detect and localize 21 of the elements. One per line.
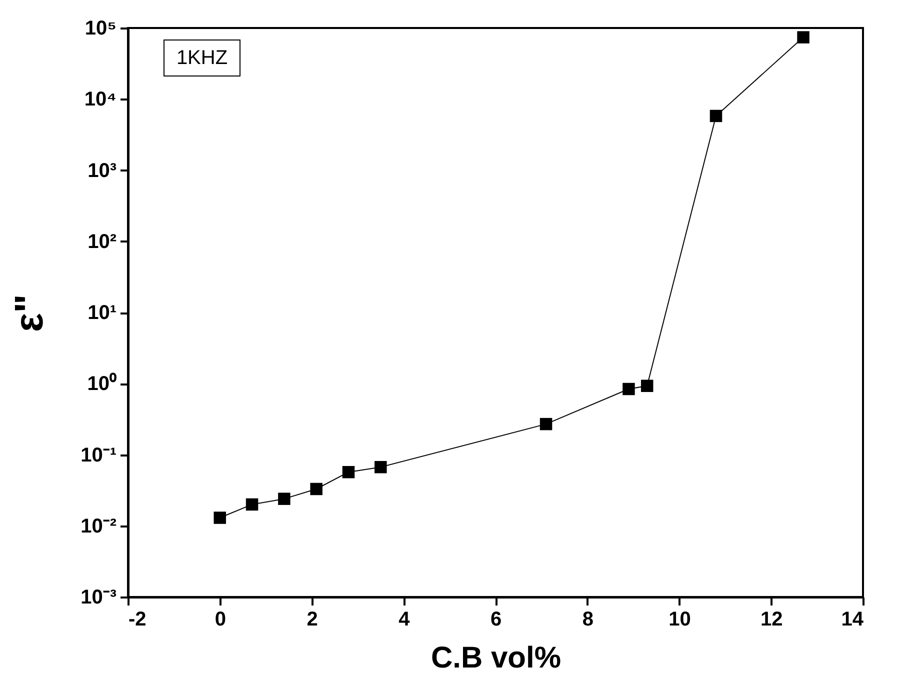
y-axis-title: ε": [8, 294, 52, 332]
x-tick-label: 6: [490, 608, 502, 630]
y-tick-label: 10³: [88, 160, 117, 182]
x-tick-label: -2: [128, 608, 146, 630]
x-tick-label: 12: [760, 608, 783, 630]
y-tick-label: 10¹: [88, 302, 117, 324]
x-tick-label: 10: [668, 608, 691, 630]
y-tick-label: 10⁵: [84, 18, 116, 40]
y-tick-label: 10⁻³: [80, 586, 117, 608]
x-tick-label: 14: [841, 608, 864, 630]
y-tick-label: 10⁻²: [80, 515, 117, 538]
annotation: 1KHZ: [176, 47, 228, 69]
y-tick-label: 10⁴: [84, 88, 116, 111]
y-tick-label: 10²: [88, 230, 117, 253]
y-tick-label: 10⁻¹: [80, 444, 117, 466]
y-tick-label: 10⁰: [87, 372, 116, 396]
x-axis-title: C.B vol%: [430, 642, 562, 674]
x-tick-label: 0: [214, 608, 226, 630]
x-tick-label: 8: [582, 608, 594, 630]
x-tick-label: 4: [398, 608, 411, 630]
x-tick-label: 2: [306, 608, 318, 630]
